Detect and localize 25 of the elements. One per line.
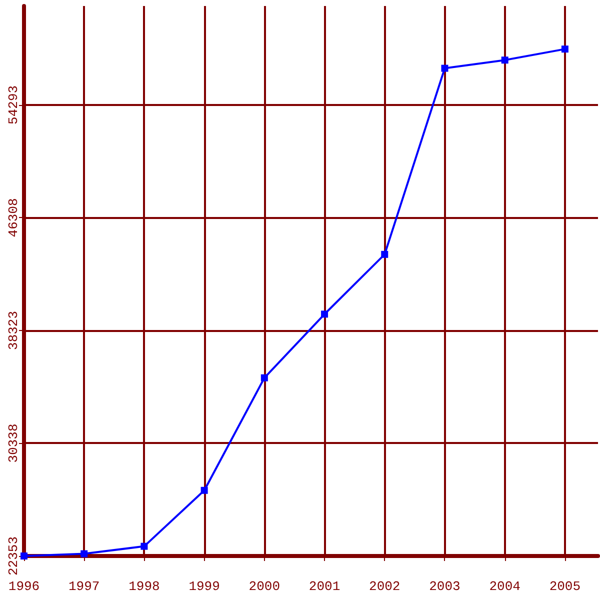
point <box>140 542 148 550</box>
x-tick-label: 2000 <box>248 579 280 594</box>
x-tick-label: 2003 <box>429 579 460 594</box>
point <box>501 56 508 64</box>
x-tick-label: 1996 <box>8 579 40 594</box>
y-tick-label: 30338 <box>6 424 21 463</box>
point <box>321 310 328 318</box>
x-tick-label: 2001 <box>308 579 340 594</box>
x-tick-label: 2004 <box>489 579 521 594</box>
point <box>200 486 208 494</box>
x-tick-label: 1997 <box>68 579 100 594</box>
point <box>561 46 568 53</box>
point <box>441 64 448 72</box>
y-tick-label: 46308 <box>6 198 21 238</box>
x-tick-label: 2002 <box>369 579 400 594</box>
point <box>260 374 268 382</box>
x-tick-label: 2005 <box>549 579 581 594</box>
x-tick-label: 1999 <box>188 579 220 594</box>
y-tick-label: 38323 <box>6 310 21 350</box>
y-tick-label: 54293 <box>6 85 21 124</box>
y-tick-label: 22353 <box>6 536 21 576</box>
point <box>20 552 28 560</box>
point <box>80 550 88 558</box>
x-tick-label: 1998 <box>128 579 160 594</box>
point <box>381 250 388 258</box>
